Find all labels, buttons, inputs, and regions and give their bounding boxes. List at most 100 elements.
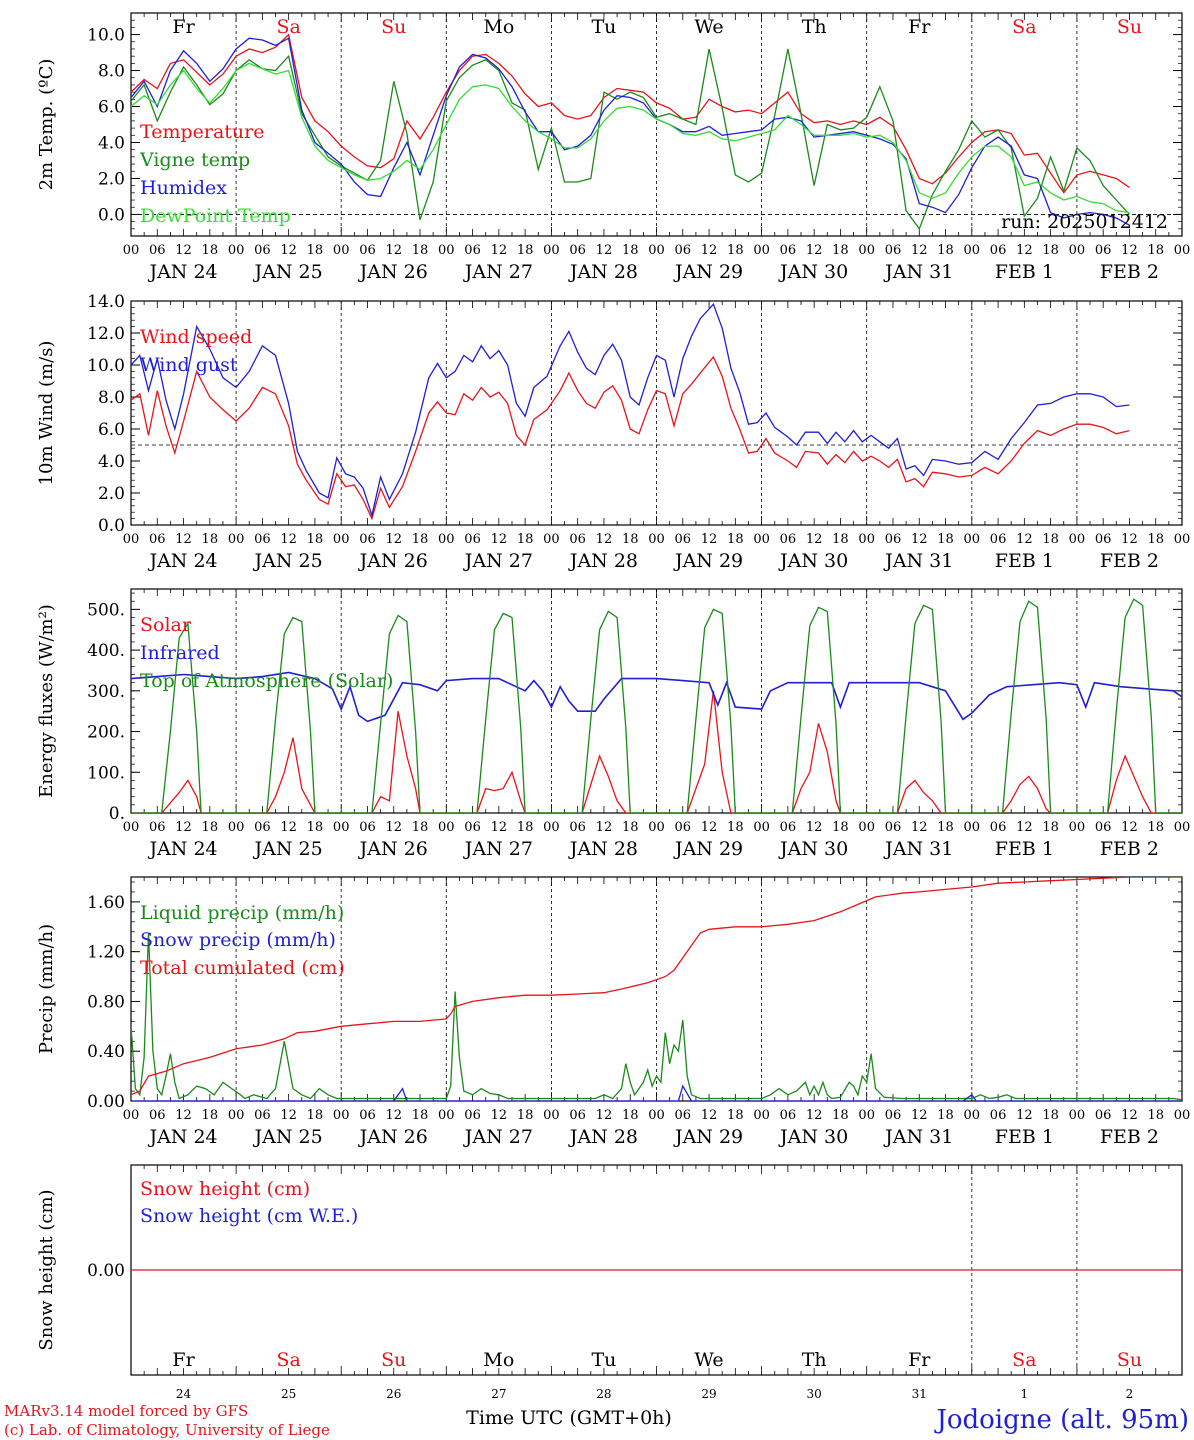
date-label: JAN 30 xyxy=(778,550,848,572)
hour-tick-label: 06 xyxy=(885,532,902,547)
short-date-label: 27 xyxy=(491,1387,506,1401)
series-group xyxy=(131,302,1130,521)
hour-tick-label: 00 xyxy=(543,1108,560,1123)
hour-tick-label: 06 xyxy=(464,532,481,547)
hour-tick-label: 18 xyxy=(1042,532,1059,547)
hour-tick-label: 00 xyxy=(333,1108,350,1123)
y-tick-label: 500. xyxy=(87,600,125,620)
panel-2: 0.0 2.0 4.0 6.0 8.0 10.0 12.0 14.0 10m Wind (m/s… xyxy=(36,292,1190,572)
hour-tick-label: 12 xyxy=(806,532,823,547)
y-tick-label: 400. xyxy=(87,641,125,661)
hour-tick-label: 18 xyxy=(622,1108,639,1123)
hour-tick-label: 18 xyxy=(202,1108,219,1123)
hour-tick-label: 06 xyxy=(464,820,481,835)
hour-tick-label: 06 xyxy=(780,1108,797,1123)
hour-tick-label: 00 xyxy=(858,243,875,258)
dow-label: We xyxy=(694,16,723,38)
dow-label-bottom: Su xyxy=(381,1349,406,1371)
hour-tick-label: 00 xyxy=(1069,820,1086,835)
hour-tick-label: 06 xyxy=(359,243,376,258)
hour-tick-label: 12 xyxy=(385,820,402,835)
hour-tick-label: 00 xyxy=(123,532,140,547)
y-tick-label: 0. xyxy=(109,804,125,824)
hour-tick-label: 18 xyxy=(1147,820,1164,835)
plot-frame xyxy=(130,12,1183,237)
hour-tick-label: 06 xyxy=(254,532,271,547)
series-line-3 xyxy=(131,37,1130,226)
series-group xyxy=(131,598,1182,813)
hour-tick-label: 00 xyxy=(1069,532,1086,547)
short-date-label: 2 xyxy=(1126,1387,1134,1401)
hour-tick-label: 12 xyxy=(1016,820,1033,835)
plot-frame xyxy=(130,588,1183,814)
credit-model: MARv3.14 model forced by GFS xyxy=(4,1402,248,1420)
y-tick-label: 300. xyxy=(87,682,125,702)
date-label: JAN 27 xyxy=(463,261,533,283)
hour-tick-label: 06 xyxy=(569,1108,586,1123)
hour-tick-label: 00 xyxy=(648,820,665,835)
hour-tick-label: 12 xyxy=(385,243,402,258)
hour-tick-label: 18 xyxy=(622,243,639,258)
hour-tick-label: 18 xyxy=(727,243,744,258)
hour-tick-label: 06 xyxy=(359,820,376,835)
series-line-2 xyxy=(131,671,1182,723)
y-tick-label: 200. xyxy=(87,723,125,743)
date-label: JAN 28 xyxy=(568,550,638,572)
hour-tick-label: 06 xyxy=(675,532,692,547)
credit-lab: (c) Lab. of Climatology, University of L… xyxy=(4,1421,330,1439)
date-label: JAN 31 xyxy=(883,550,953,572)
date-label: JAN 24 xyxy=(147,1126,217,1148)
hour-tick-label: 18 xyxy=(1147,1108,1164,1123)
panel-1: 0.0 2.0 4.0 6.0 8.0 10.0 2m Temp. (ºC) Temperat… xyxy=(36,12,1190,283)
hour-tick-label: 18 xyxy=(622,820,639,835)
hour-tick-label: 06 xyxy=(149,243,166,258)
hour-tick-label: 00 xyxy=(438,1108,455,1123)
y-tick-label: 6.0 xyxy=(98,98,125,118)
hour-tick-label: 18 xyxy=(937,820,954,835)
hour-tick-label: 06 xyxy=(149,1108,166,1123)
y-axis-label: Precip (mm/h) xyxy=(36,924,57,1054)
series-group xyxy=(131,877,1182,1101)
dow-label: Sa xyxy=(1012,16,1036,38)
hour-tick-label: 00 xyxy=(1174,1108,1191,1123)
date-label: JAN 25 xyxy=(253,550,323,572)
series-line-1 xyxy=(131,355,1130,521)
date-label: JAN 25 xyxy=(253,261,323,283)
hour-tick-label: 00 xyxy=(858,820,875,835)
hour-tick-label: 12 xyxy=(280,820,297,835)
hour-tick-label: 00 xyxy=(858,532,875,547)
hour-tick-label: 18 xyxy=(832,820,849,835)
panel-5: 0.00 Snow height (cm) Snow height (cm) Snow… xyxy=(36,1164,1183,1376)
hour-tick-label: 00 xyxy=(228,532,245,547)
series-line-3 xyxy=(131,877,1182,1096)
date-label: JAN 25 xyxy=(253,1126,323,1148)
panels: 0.02.04.06.08.010.02m Temp. (ºC) Temperat… xyxy=(36,12,1191,1401)
hour-tick-label: 00 xyxy=(1174,820,1191,835)
hour-tick-label: 12 xyxy=(280,1108,297,1123)
date-label: JAN 27 xyxy=(463,838,533,860)
date-label: JAN 29 xyxy=(673,1126,743,1148)
date-label: JAN 30 xyxy=(778,261,848,283)
date-label: JAN 31 xyxy=(883,1126,953,1148)
station-label: Jodoigne (alt. 95m) xyxy=(933,1405,1189,1435)
y-axis-label: Snow height (cm) xyxy=(36,1189,57,1350)
y-tick-label: 4.0 xyxy=(98,133,125,153)
date-label: FEB 1 xyxy=(995,838,1054,860)
y-tick-label: 10.0 xyxy=(87,356,125,376)
hour-tick-label: 06 xyxy=(675,820,692,835)
hour-tick-label: 12 xyxy=(175,532,192,547)
dow-label: Tu xyxy=(591,16,616,38)
hour-tick-label: 12 xyxy=(911,243,928,258)
hour-tick-label: 12 xyxy=(280,243,297,258)
date-label: FEB 2 xyxy=(1100,1126,1159,1148)
legend-entry: DewPoint Temp xyxy=(140,205,291,227)
date-label: JAN 29 xyxy=(673,550,743,572)
hour-tick-label: 06 xyxy=(569,820,586,835)
date-label: JAN 28 xyxy=(568,261,638,283)
hour-tick-label: 06 xyxy=(885,1108,902,1123)
hour-tick-label: 12 xyxy=(596,820,613,835)
date-label: JAN 31 xyxy=(883,261,953,283)
y-tick-label: 2.0 xyxy=(98,484,125,504)
hour-tick-label: 06 xyxy=(1095,1108,1112,1123)
plot-frame xyxy=(130,300,1183,526)
